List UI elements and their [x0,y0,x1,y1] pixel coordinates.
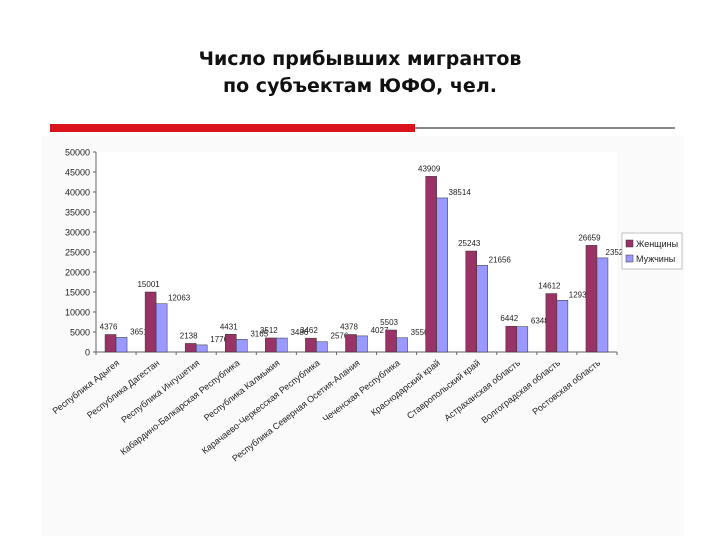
chart-title: Число прибывших мигрантов по субъектам Ю… [0,46,720,100]
legend-label: Женщины [636,239,678,249]
y-tick-label: 20000 [65,268,90,278]
legend-box [621,232,683,270]
data-label: 2576 [331,332,349,341]
bar-men [476,265,488,353]
data-label: 6442 [500,314,518,323]
bar-men [356,335,368,353]
data-label: 23521,0 [606,248,635,257]
bar-women [585,245,598,353]
bar-women [184,343,197,353]
data-label: 15001 [137,280,160,289]
y-tick-label: 15000 [65,288,90,298]
title-line-1: Число прибывших мигрантов [198,48,522,70]
bar-men [276,337,288,353]
y-tick-label: 35000 [65,208,90,218]
bar-men [115,337,128,353]
data-label: 4431 [220,322,238,331]
data-label: 2138 [180,331,198,340]
category-label: Волгоградская область [479,358,562,426]
bar-men [596,257,609,353]
data-label: 4376 [100,322,118,331]
data-label: 5503 [380,318,398,327]
data-label: 21656 [489,255,512,264]
bar-men [396,337,408,353]
bar-men [195,344,208,353]
y-tick-label: 30000 [65,228,90,238]
data-label: 25243 [458,239,481,248]
legend-swatch [625,254,634,263]
y-tick-label: 25000 [65,248,90,258]
data-label: 14612 [538,282,561,291]
category-label: Ростовская область [530,358,602,417]
accent-line-grey [415,127,675,129]
bar-women [465,250,477,353]
data-label: 43909 [418,164,441,173]
y-tick-label: 10000 [65,308,90,318]
bar-women [265,337,277,353]
y-tick-label: 0 [85,348,90,358]
category-label: Краснодарский край [369,358,442,418]
data-label: 6348 [531,317,549,326]
bar-women [305,337,317,353]
data-label: 3512 [260,326,278,335]
y-tick-label: 45000 [65,168,90,178]
accent-bar-red [50,124,415,132]
category-label: Республика Адыгея [51,358,122,416]
data-label: 12063 [168,294,191,303]
category-label: Астраханская область [442,358,522,424]
bar-women [425,176,437,353]
data-label: 4027 [371,326,389,335]
data-label: 12933 [569,290,592,299]
plot-area [96,152,617,352]
legend-swatch [625,239,634,248]
title-line-2: по субъектам ЮФО, чел. [223,75,497,97]
category-label: Республика Калмыкия [202,358,282,423]
y-tick-label: 5000 [70,328,90,338]
data-label: 3165 [250,329,268,338]
bar-men [236,339,248,353]
bar-women [505,325,518,353]
bar-women [385,329,397,353]
data-label: 1776 [210,335,228,344]
bar-women [225,334,237,353]
data-label: 38514 [449,188,472,197]
data-label: 26659 [578,233,601,242]
category-label: Республика Дагестан [85,358,161,421]
bar-men [436,197,448,353]
bar-men [556,300,569,353]
category-label: Чеченская Республика [321,358,402,424]
y-tick-label: 50000 [65,148,90,158]
data-label: 3556 [411,328,429,337]
category-label: Ставропольский край [405,358,482,421]
bar-women [144,291,157,353]
bar-men [155,303,168,353]
data-label: 3462 [300,326,318,335]
bar-men [516,326,529,353]
bar-women [345,334,357,353]
category-label: Республика Ингушетия [119,358,201,425]
bar-men [316,341,328,353]
data-label: 4378 [340,322,358,331]
bar-women [104,334,117,353]
data-label: 3651 [130,327,148,336]
legend-label: Мужчины [636,254,675,264]
data-label: 3486 [290,328,308,337]
y-tick-label: 40000 [65,188,90,198]
bar-women [545,293,558,353]
